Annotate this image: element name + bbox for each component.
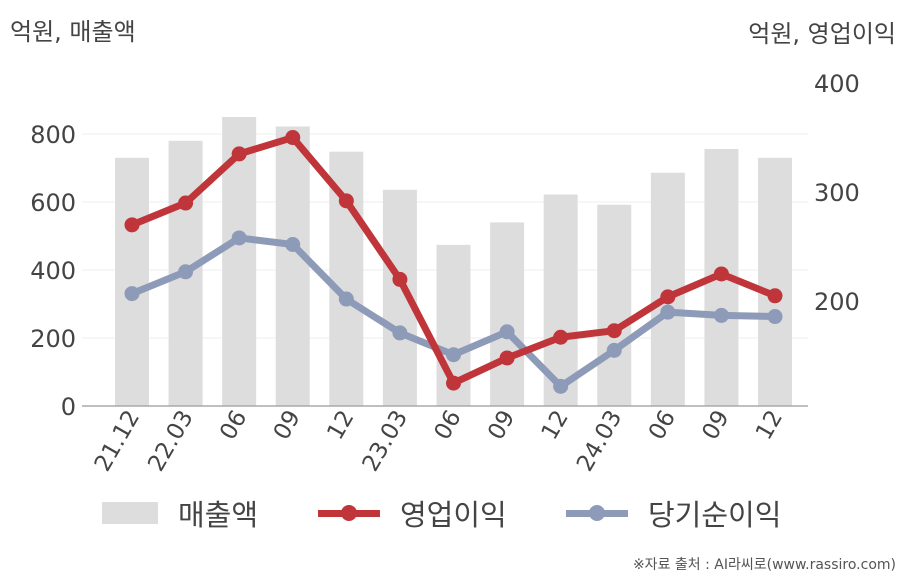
bar-revenue (490, 222, 525, 406)
point-net-income (124, 286, 140, 302)
point-net-income (178, 264, 194, 280)
point-net-income (606, 342, 622, 358)
point-net-income (231, 230, 247, 246)
bar-revenue (597, 204, 632, 406)
point-net-income (285, 237, 301, 252)
left-tick-label: 400 (30, 257, 76, 285)
legend-label-operating-profit: 영업이익 (400, 498, 507, 532)
point-net-income (553, 378, 569, 394)
x-tick-label: 12 (751, 406, 788, 444)
point-operating-profit (767, 288, 783, 304)
bar-revenue (275, 126, 310, 407)
legend-label-net-income: 당기순이익 (648, 498, 782, 532)
legend-swatch-operating-profit (318, 502, 380, 524)
point-operating-profit (231, 146, 247, 162)
point-net-income (499, 324, 515, 340)
left-tick-label: 600 (30, 189, 76, 217)
point-net-income (446, 347, 461, 363)
right-axis-unit-label: 억원, 영업이익 (748, 20, 896, 48)
point-operating-profit (392, 271, 408, 287)
left-axis-unit-label: 억원, 매출액 (10, 18, 136, 46)
point-operating-profit (606, 323, 622, 339)
point-net-income (338, 291, 354, 307)
bar-revenue (115, 157, 149, 406)
x-tick-label: 12 (322, 406, 359, 444)
left-tick-label: 800 (30, 121, 76, 149)
x-tick-label: 09 (269, 406, 306, 444)
x-tick-label: 24.03 (572, 406, 627, 476)
x-tick-label: 06 (644, 406, 681, 444)
bar-revenue (758, 157, 792, 406)
x-tick-label: 22.03 (143, 406, 198, 476)
left-tick-label: 200 (30, 325, 76, 353)
point-operating-profit (338, 193, 354, 209)
point-operating-profit (285, 130, 301, 146)
legend-item-revenue: 매출액 (102, 488, 258, 538)
legend-item-operating-profit: 영업이익 (318, 488, 507, 538)
left-tick-label: 0 (61, 393, 76, 421)
point-operating-profit (124, 217, 140, 233)
x-tick-label: 21.12 (90, 406, 145, 476)
legend-swatch-net-income (566, 502, 628, 524)
point-net-income (767, 309, 783, 325)
legend: 매출액 영업이익 당기순이익 (0, 488, 908, 538)
x-tick-label: 09 (697, 406, 734, 444)
right-tick-label: 200 (814, 288, 860, 316)
source-note: ※자료 출처 : AI라씨로(www.rassiro.com) (632, 557, 896, 573)
x-tick-label: 12 (537, 406, 574, 444)
right-tick-label: 300 (814, 179, 860, 207)
right-tick-label: 400 (814, 70, 860, 98)
x-tick-label: 09 (483, 406, 520, 444)
legend-item-net-income: 당기순이익 (566, 488, 781, 538)
point-operating-profit (499, 350, 515, 366)
point-net-income (660, 304, 676, 320)
point-operating-profit (446, 375, 461, 391)
point-operating-profit (178, 195, 194, 211)
x-tick-label: 06 (430, 406, 467, 444)
point-net-income (392, 325, 408, 341)
point-operating-profit (713, 266, 729, 282)
x-tick-label: 06 (215, 406, 252, 444)
point-operating-profit (660, 289, 676, 305)
legend-label-revenue: 매출액 (178, 498, 259, 532)
x-tick-label: 23.03 (358, 406, 413, 476)
legend-swatch-revenue (102, 502, 158, 524)
point-net-income (713, 307, 729, 323)
point-operating-profit (553, 329, 569, 345)
